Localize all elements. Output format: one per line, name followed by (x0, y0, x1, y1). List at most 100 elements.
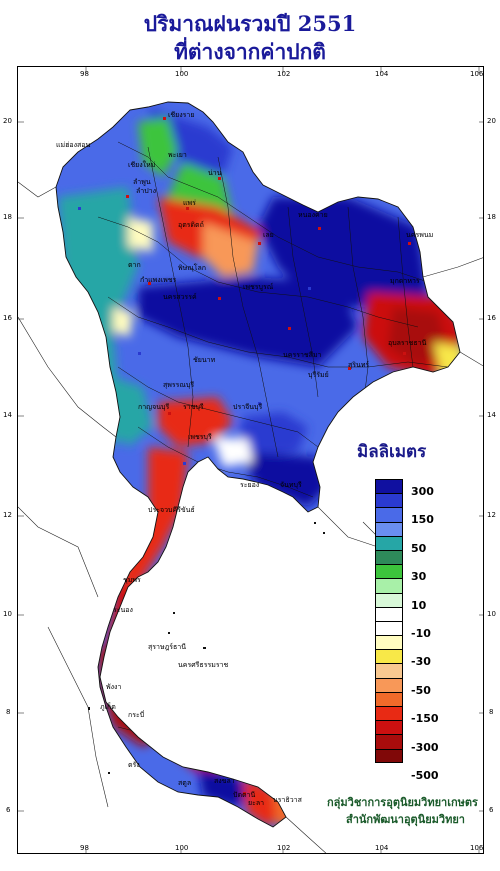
place-label: นครศรีธรรมราช (178, 661, 229, 669)
place-label: กาญจนบุรี (138, 403, 169, 411)
place-label: หนองคาย (298, 211, 328, 219)
legend-swatch (375, 649, 403, 664)
place-label: ชัยนาท (193, 356, 216, 364)
legend-swatch (375, 507, 403, 522)
place-label: ภูเก็ต (100, 702, 116, 711)
place-label: กระบี่ (128, 710, 144, 719)
place-label: เพชรบุรี (188, 433, 212, 441)
place-label: เชียงราย (168, 111, 194, 119)
credit-line-1: กลุ่มวิชาการอุตุนิยมวิทยาเกษตร (327, 796, 478, 809)
legend-swatch (375, 663, 403, 678)
place-label: แม่ฮ่องสอน (56, 141, 90, 149)
place-label: สงขลา (214, 777, 235, 785)
place-label: บุรีรัมย์ (308, 371, 329, 379)
legend-label: -30 (411, 655, 431, 669)
lat-tick-left-12: 12 (3, 511, 12, 519)
legend-swatch (375, 635, 403, 650)
place-label: ปัตตานี (233, 791, 255, 799)
place-label: ตาก (128, 261, 141, 269)
map-title: ปริมาณฝนรวมปี 2551 (143, 11, 357, 36)
legend-swatch (375, 549, 403, 565)
lat-tick-right-6: 6 (489, 806, 494, 814)
legend-label: 50 (411, 541, 427, 555)
lat-tick-left-18: 18 (3, 213, 12, 221)
legend-swatch (375, 564, 403, 579)
legend-label: 150 (411, 513, 434, 527)
lon-tick-bottom-102: 102 (277, 844, 291, 852)
place-label: อุตรดิตถ์ (178, 221, 204, 229)
lon-tick-top-106: 106 (470, 70, 484, 78)
lon-tick-bottom-106: 106 (470, 844, 484, 852)
place-label: นครราชสีมา (283, 351, 322, 359)
place-label: กำแพงเพชร (140, 276, 176, 284)
place-label: เชียงใหม่ (128, 160, 155, 169)
place-label: สตูล (178, 779, 191, 787)
legend-label: 30 (411, 570, 427, 584)
legend-swatch (375, 479, 403, 494)
legend-label: -500 (411, 769, 439, 782)
legend-label: 10 (411, 598, 427, 612)
legend-label: -50 (411, 683, 431, 697)
lat-tick-right-8: 8 (489, 708, 494, 716)
lat-tick-left-20: 20 (3, 117, 12, 125)
legend: 300 150 50 30 10 -10 -30 -50 -150 -300 -500 (375, 479, 439, 782)
legend-swatch (375, 734, 403, 749)
place-label: พิษณุโลก (178, 263, 206, 272)
legend-swatch (375, 493, 403, 508)
place-label: ลำพูน (133, 178, 151, 186)
place-label: ระนอง (113, 606, 133, 614)
lon-tick-bottom-104: 104 (375, 844, 389, 852)
legend-label: -150 (411, 712, 439, 726)
lat-tick-right-16: 16 (487, 314, 496, 322)
place-label: นครสวรรค์ (163, 293, 197, 301)
place-label: พังงา (106, 683, 121, 691)
place-label: ยะลา (248, 799, 264, 807)
place-label: ราชบุรี (183, 403, 204, 411)
legend-swatch (375, 677, 403, 692)
place-label: สุราษฎร์ธานี (148, 643, 186, 651)
thailand-outline (55, 101, 461, 828)
place-label: พะเยา (168, 151, 187, 159)
lat-tick-right-10: 10 (487, 610, 496, 618)
legend-label: 300 (411, 485, 434, 498)
lon-tick-top-104: 104 (375, 70, 389, 78)
graticule (18, 67, 483, 853)
legend-swatch (375, 720, 403, 735)
map-subtitle: ที่ต่างจากค่าปกติ (174, 39, 326, 64)
lat-tick-left-8: 8 (6, 708, 11, 716)
lat-tick-right-20: 20 (487, 117, 496, 125)
lat-tick-left-10: 10 (3, 610, 12, 618)
lon-tick-top-98: 98 (80, 70, 89, 78)
lat-tick-left-6: 6 (6, 806, 11, 814)
legend-swatch (375, 578, 403, 593)
place-label: น่าน (208, 169, 222, 177)
place-label: ปราจีนบุรี (233, 403, 262, 411)
lat-tick-right-12: 12 (487, 511, 496, 519)
lon-tick-bottom-100: 100 (175, 844, 189, 852)
place-label: สุรินทร์ (348, 361, 369, 369)
place-label: เพชรบูรณ์ (243, 283, 274, 291)
legend-swatch (375, 620, 403, 636)
place-label: เลย (263, 231, 274, 239)
place-label: ลำปาง (136, 187, 156, 195)
place-label: จันทบุรี (280, 481, 302, 489)
place-label: นครพนม (406, 231, 433, 239)
islands (88, 522, 325, 774)
lat-tick-right-14: 14 (487, 411, 496, 419)
legend-swatches (375, 479, 405, 763)
lat-tick-right-18: 18 (487, 213, 496, 221)
legend-swatch (375, 592, 403, 607)
place-label: นราธิวาส (273, 796, 303, 804)
legend-swatch (375, 535, 403, 550)
lat-tick-left-14: 14 (3, 411, 12, 419)
province-borders (97, 141, 449, 773)
lat-tick-left-16: 16 (3, 314, 12, 322)
legend-swatch (375, 691, 403, 706)
place-label: ระยอง (240, 481, 259, 489)
legend-swatch (375, 606, 403, 621)
place-label: แพร่ (183, 199, 196, 207)
legend-label: -300 (411, 740, 439, 754)
place-label: สุพรรณบุรี (163, 381, 194, 389)
